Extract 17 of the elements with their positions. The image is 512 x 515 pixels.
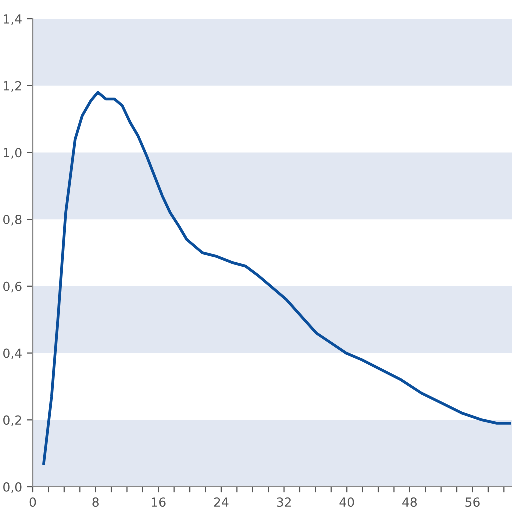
x-tick-label: 0	[30, 498, 36, 508]
x-tick-label: 32	[277, 498, 291, 508]
y-tick-label: 1,2	[4, 81, 22, 92]
line-series	[42, 91, 512, 465]
x-tick-label: 40	[340, 498, 354, 508]
y-tick-label: 1,4	[4, 14, 22, 26]
y-tick-label: 0,2	[4, 416, 22, 426]
y-tick-label: 0,0	[4, 482, 22, 494]
x-tick-label: 16	[152, 498, 166, 508]
y-tick-label: 0,8	[4, 215, 22, 226]
x-tick-label: 8	[92, 498, 99, 508]
y-tick-label: 0,6	[4, 282, 22, 293]
x-tick-label: 56	[466, 498, 480, 508]
y-tick-label: 0,4	[4, 348, 22, 360]
x-tick-label: 24	[214, 498, 229, 507]
y-tick-label: 1,0	[4, 148, 22, 159]
x-tick-label: 48	[402, 498, 418, 508]
